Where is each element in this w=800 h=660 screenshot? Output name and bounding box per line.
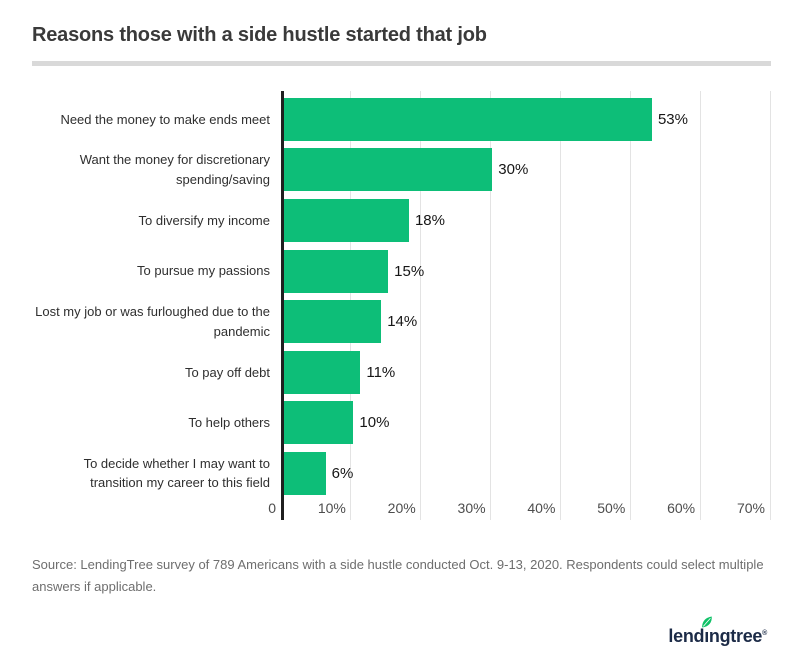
bar: [284, 97, 652, 141]
chart-rows: Need the money to make ends meet 53% Want …: [32, 94, 770, 499]
category-label: Want the money for discretionary spendin…: [79, 152, 270, 187]
bar: [284, 401, 354, 445]
x-tick-label: 0: [268, 500, 276, 516]
gridline: [420, 91, 422, 520]
bar: [284, 300, 382, 344]
category-label: Need the money to make ends meet: [60, 111, 270, 127]
chart-row: To diversify my income 18%: [32, 195, 770, 246]
gridline: [629, 91, 631, 520]
chart-row: To pursue my passions 15%: [32, 246, 770, 297]
bar-track: 14%: [281, 296, 770, 347]
value-label: 14%: [387, 313, 418, 331]
x-tick-label: 70%: [736, 500, 765, 516]
value-label: 53%: [657, 110, 688, 128]
x-tick-label: 30%: [457, 500, 486, 516]
chart-row: Need the money to make ends meet 53%: [32, 94, 770, 145]
category-label: Lost my job or was furloughed due to the…: [35, 304, 270, 339]
bar-track: 10%: [281, 398, 770, 449]
title-divider: [32, 61, 771, 66]
value-label: 11%: [366, 363, 396, 381]
chart-row: To decide whether I may want to transiti…: [32, 448, 770, 499]
bar-track: 53%: [281, 94, 770, 145]
gridline: [769, 91, 771, 520]
category-label: To diversify my income: [138, 212, 270, 228]
category-label: To pay off debt: [184, 364, 270, 380]
chart-row: Lost my job or was furloughed due to the…: [32, 296, 770, 347]
bar: [284, 451, 326, 495]
bar-track: 6%: [281, 448, 770, 499]
x-tick-label: 20%: [387, 500, 416, 516]
chart-row: Want the money for discretionary spendin…: [32, 145, 770, 196]
logo-text-end: ngtree: [708, 626, 763, 646]
x-axis: 0 10% 20% 30% 40% 50% 60% 70%: [268, 498, 770, 520]
registered-mark: ®: [762, 630, 767, 637]
value-label: 6%: [331, 464, 354, 482]
bar-track: 18%: [281, 195, 770, 246]
bar-chart: Need the money to make ends meet 53% Want …: [32, 91, 771, 520]
x-tick-label: 60%: [667, 500, 696, 516]
x-tick-label: 10%: [317, 500, 346, 516]
bar-track: 11%: [281, 347, 770, 398]
category-label: To help others: [188, 415, 270, 431]
category-label: To pursue my passions: [137, 263, 270, 279]
logo-letter-i: ı: [702, 616, 712, 647]
value-label: 15%: [394, 262, 425, 280]
x-tick-label: 40%: [527, 500, 556, 516]
value-label: 18%: [414, 211, 445, 229]
bar: [284, 350, 361, 394]
bar-track: 30%: [281, 145, 770, 196]
y-axis-line: [281, 91, 284, 520]
source-note: Source: LendingTree survey of 789 Americ…: [32, 557, 764, 595]
gridline: [699, 91, 701, 520]
lendingtree-logo: lendı ngtree®: [668, 616, 767, 647]
value-label: 10%: [359, 414, 390, 432]
page-title: Reasons those with a side hustle started…: [32, 24, 487, 46]
leaf-icon: [702, 616, 712, 628]
bar: [284, 198, 409, 242]
category-label: To decide whether I may want to transiti…: [83, 455, 270, 491]
bar: [284, 148, 493, 192]
chart-row: To help others 10%: [32, 398, 770, 449]
gridline: [490, 91, 492, 520]
logo-text-start: lend: [668, 626, 705, 646]
bar-track: 15%: [281, 246, 770, 297]
gridline: [559, 91, 561, 520]
value-label: 30%: [498, 161, 529, 179]
bar: [284, 249, 389, 293]
x-tick-label: 50%: [597, 500, 626, 516]
chart-row: To pay off debt 11%: [32, 347, 770, 398]
